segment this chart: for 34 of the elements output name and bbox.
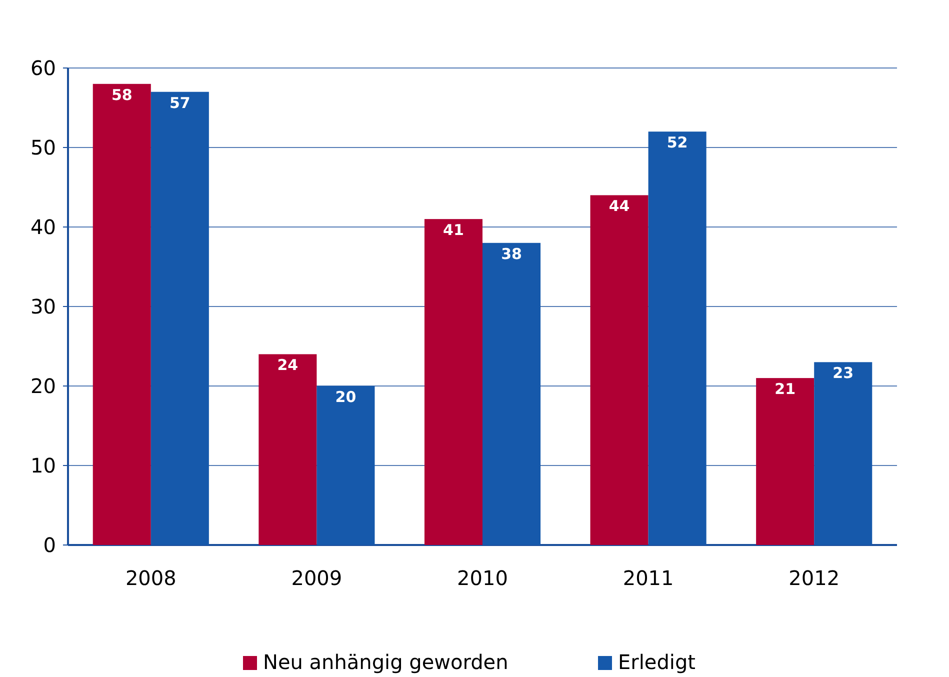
y-tick-label: 40: [30, 215, 56, 239]
data-label: 23: [832, 364, 854, 382]
legend-label: Neu anhängig geworden: [263, 650, 508, 674]
bar: [424, 219, 482, 545]
x-tick-label: 2012: [788, 566, 840, 590]
legend-label: Erledigt: [618, 650, 696, 674]
data-label: 44: [608, 197, 630, 216]
bar: [316, 386, 375, 545]
x-tick-label: 2011: [622, 566, 674, 590]
x-tick-label: 2009: [291, 566, 342, 590]
data-label: 20: [335, 388, 356, 406]
bar: [482, 242, 541, 545]
y-tick-label: 30: [30, 294, 56, 318]
bar: [590, 195, 648, 545]
y-tick-label: 60: [30, 56, 56, 80]
data-label: 57: [169, 94, 190, 112]
data-label: 24: [277, 356, 298, 374]
y-tick-label: 0: [43, 533, 56, 557]
y-tick-label: 50: [30, 136, 56, 160]
x-tick-label: 2010: [457, 566, 508, 590]
data-label: 38: [501, 244, 522, 263]
y-tick-label: 20: [30, 374, 56, 398]
bar: [756, 378, 814, 545]
bar: [814, 362, 872, 545]
data-label: 21: [774, 380, 796, 398]
x-tick-label: 2008: [125, 566, 176, 590]
data-label: 52: [666, 134, 688, 152]
data-label: 58: [111, 86, 132, 104]
bar: [258, 354, 317, 545]
bar: [648, 132, 706, 545]
data-label: 41: [443, 221, 464, 240]
bar: [92, 84, 151, 545]
bar: [150, 92, 209, 545]
y-tick-label: 10: [30, 454, 56, 478]
